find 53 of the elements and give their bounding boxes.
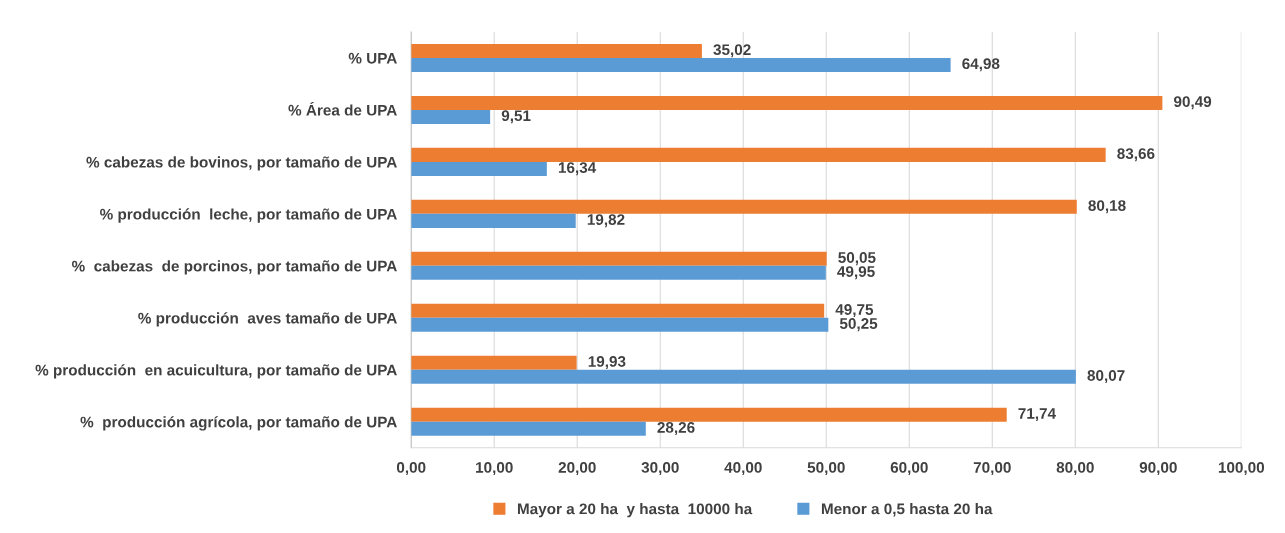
data-label: 16,34	[558, 162, 597, 176]
data-label: 35,02	[713, 44, 751, 58]
bar	[411, 369, 1076, 384]
x-tick-label: 100,00	[1218, 462, 1265, 476]
bar	[411, 407, 1007, 422]
y-tick-label: % cabezas de porcinos, por tamaño de UPA	[71, 260, 397, 275]
data-label: 83,66	[1117, 148, 1155, 162]
bar	[411, 251, 827, 266]
data-label: 28,26	[657, 422, 695, 436]
bar	[411, 199, 1077, 214]
y-tick-label: % producción en acuicultura, por tamaño de UPA	[35, 364, 397, 379]
x-tick-label: 10,00	[476, 462, 513, 476]
data-label: 80,07	[1087, 370, 1125, 384]
data-label: 19,93	[588, 356, 626, 370]
bar	[411, 109, 491, 124]
y-tick-label: % producción agrícola, por tamaño de UPA	[80, 416, 397, 431]
bar	[411, 147, 1106, 162]
y-tick-label: % producción aves tamaño de UPA	[138, 312, 397, 327]
data-label: 71,74	[1018, 408, 1056, 422]
legend-label: Menor a 0,5 hasta 20 ha	[821, 503, 993, 517]
x-tick-label: 90,00	[1139, 462, 1177, 476]
data-label: 49,95	[837, 266, 875, 280]
bar	[411, 213, 576, 228]
y-tick-label: % cabezas de bovinos, por tamaño de UPA	[86, 156, 397, 171]
x-tick-label: 80,00	[1056, 462, 1094, 476]
data-label: 49,75	[835, 304, 874, 318]
x-tick-label: 50,00	[807, 462, 845, 476]
x-tick-label: 70,00	[973, 462, 1011, 476]
bar	[411, 303, 825, 318]
y-tick-label: % producción leche, por tamaño de UPA	[100, 208, 397, 223]
x-tick-label: 30,00	[641, 462, 679, 476]
data-label: 9,51	[501, 110, 531, 124]
data-label: 80,18	[1088, 200, 1126, 214]
data-label: 64,98	[962, 58, 1000, 72]
data-label: 50,05	[838, 252, 876, 266]
x-tick-label: 60,00	[890, 462, 928, 476]
data-label: 90,49	[1174, 96, 1212, 110]
bar	[411, 43, 702, 58]
bar	[411, 57, 951, 72]
y-tick-label: % UPA	[348, 52, 397, 64]
x-tick-label: 40,00	[724, 462, 762, 476]
bar	[411, 317, 829, 332]
x-tick-label: 0,00	[396, 462, 426, 476]
legend-label: Mayor a 20 ha y hasta 10000 ha	[517, 503, 753, 518]
data-label: 50,25	[839, 318, 878, 332]
x-tick-label: 20,00	[558, 462, 596, 476]
bar	[411, 95, 1163, 110]
bar	[411, 265, 826, 280]
bar	[411, 421, 646, 436]
data-label: 19,82	[587, 214, 625, 228]
bar	[411, 161, 547, 176]
bar	[411, 355, 577, 370]
y-tick-label: % Área de UPA	[288, 101, 397, 116]
